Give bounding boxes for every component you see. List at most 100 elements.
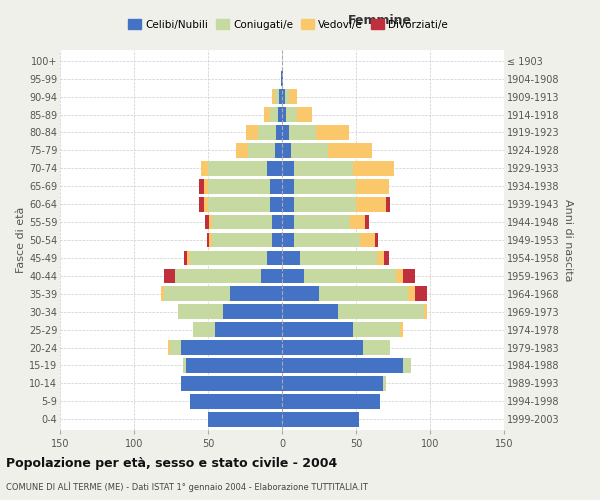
Bar	[415, 286, 427, 301]
Bar	[403, 358, 411, 373]
Bar	[208, 161, 267, 176]
Bar	[282, 286, 319, 301]
Bar	[272, 90, 275, 104]
Bar	[247, 125, 259, 140]
Bar	[350, 214, 365, 230]
Y-axis label: Anni di nascita: Anni di nascita	[563, 198, 574, 281]
Text: Femmine: Femmine	[347, 14, 412, 27]
Legend: Celibi/Nubili, Coniugati/e, Vedovi/e, Divorziati/e: Celibi/Nubili, Coniugati/e, Vedovi/e, Di…	[124, 15, 452, 34]
Bar	[282, 214, 294, 230]
Bar	[203, 179, 208, 194]
Bar	[278, 107, 282, 122]
Bar	[199, 179, 203, 194]
Bar	[294, 197, 356, 212]
Bar	[282, 268, 304, 283]
Bar	[209, 232, 212, 248]
Bar	[396, 268, 403, 283]
Bar	[270, 197, 282, 212]
Bar	[282, 232, 294, 248]
Bar	[282, 107, 286, 122]
Bar	[282, 376, 383, 390]
Bar	[190, 394, 282, 408]
Bar	[316, 125, 349, 140]
Bar	[377, 250, 384, 266]
Bar	[294, 214, 350, 230]
Bar	[282, 197, 294, 212]
Bar	[272, 214, 282, 230]
Bar	[181, 376, 282, 390]
Bar	[319, 286, 408, 301]
Bar	[285, 90, 289, 104]
Bar	[282, 394, 380, 408]
Bar	[300, 250, 377, 266]
Bar	[282, 125, 289, 140]
Bar	[282, 358, 403, 373]
Bar	[338, 304, 424, 319]
Bar	[175, 268, 261, 283]
Bar	[164, 286, 230, 301]
Bar	[212, 232, 272, 248]
Bar	[282, 250, 300, 266]
Bar	[187, 250, 190, 266]
Bar	[270, 107, 278, 122]
Bar	[383, 376, 386, 390]
Bar	[281, 72, 282, 86]
Bar	[200, 161, 208, 176]
Bar	[164, 268, 175, 283]
Bar	[178, 304, 223, 319]
Bar	[223, 304, 282, 319]
Bar	[364, 340, 390, 355]
Bar	[206, 232, 209, 248]
Bar	[184, 250, 187, 266]
Bar	[209, 214, 212, 230]
Bar	[294, 161, 353, 176]
Bar	[328, 143, 372, 158]
Bar	[168, 340, 170, 355]
Bar	[236, 143, 248, 158]
Bar	[215, 322, 282, 337]
Bar	[282, 179, 294, 194]
Bar	[276, 125, 282, 140]
Bar	[291, 143, 328, 158]
Bar	[282, 161, 294, 176]
Bar	[261, 268, 282, 283]
Bar	[356, 179, 389, 194]
Bar	[375, 232, 378, 248]
Bar	[199, 197, 203, 212]
Bar	[208, 412, 282, 426]
Bar	[212, 214, 272, 230]
Bar	[297, 107, 311, 122]
Bar	[183, 358, 186, 373]
Bar	[282, 322, 353, 337]
Bar	[267, 250, 282, 266]
Bar	[282, 412, 359, 426]
Bar	[186, 358, 282, 373]
Bar	[294, 179, 356, 194]
Bar	[208, 197, 270, 212]
Bar	[304, 268, 396, 283]
Bar	[403, 268, 415, 283]
Bar	[248, 143, 275, 158]
Bar	[365, 214, 370, 230]
Bar	[190, 250, 267, 266]
Bar	[408, 286, 415, 301]
Bar	[193, 322, 215, 337]
Bar	[282, 72, 283, 86]
Bar	[203, 197, 208, 212]
Bar	[384, 250, 389, 266]
Bar	[282, 304, 338, 319]
Bar	[282, 143, 291, 158]
Bar	[275, 90, 279, 104]
Bar	[272, 232, 282, 248]
Y-axis label: Fasce di età: Fasce di età	[16, 207, 26, 273]
Bar	[286, 107, 297, 122]
Bar	[361, 232, 375, 248]
Bar	[353, 322, 400, 337]
Bar	[205, 214, 209, 230]
Bar	[181, 340, 282, 355]
Bar	[400, 322, 403, 337]
Bar	[424, 304, 427, 319]
Bar	[170, 340, 181, 355]
Bar	[356, 197, 386, 212]
Bar	[294, 232, 361, 248]
